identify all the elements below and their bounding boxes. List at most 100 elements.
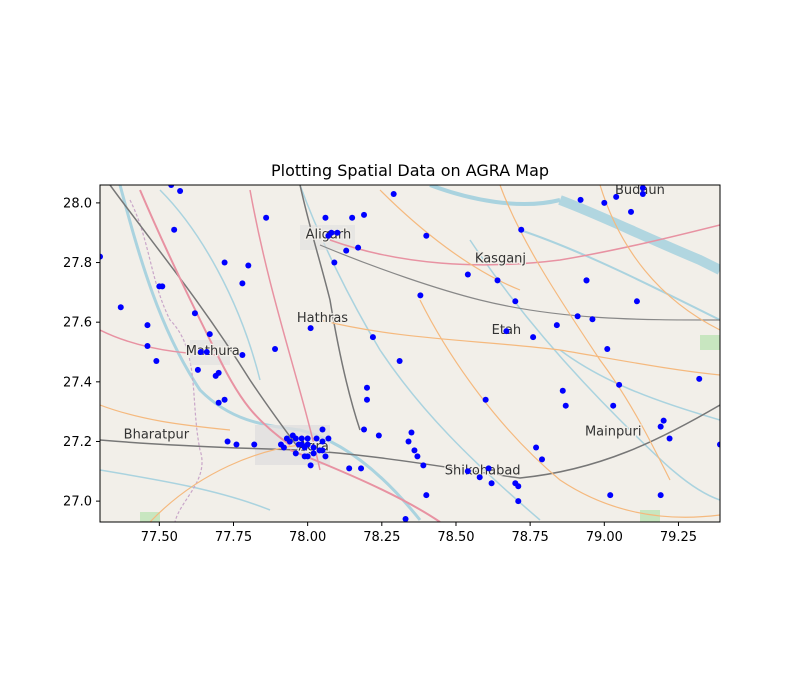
data-point (361, 211, 368, 218)
data-point (292, 435, 299, 442)
data-point (144, 343, 151, 350)
x-tick-label: 78.00 (289, 530, 326, 545)
data-point (423, 492, 430, 499)
data-point (194, 366, 201, 373)
data-point (313, 435, 320, 442)
y-tick-label: 27.6 (63, 316, 92, 331)
data-point (251, 441, 258, 448)
data-point (533, 444, 540, 451)
data-point (239, 351, 246, 358)
x-tick-label: 77.50 (141, 530, 178, 545)
data-point (512, 298, 519, 305)
data-point (696, 375, 703, 382)
chart-title: Plotting Spatial Data on AGRA Map (271, 161, 549, 180)
data-point (482, 396, 489, 403)
data-point (307, 462, 314, 469)
data-point (153, 357, 160, 364)
data-point (310, 450, 317, 457)
data-point (292, 450, 299, 457)
data-point (396, 357, 403, 364)
data-point (304, 453, 311, 460)
x-tick-label: 79.25 (660, 530, 697, 545)
y-tick-label: 27.0 (63, 495, 92, 510)
data-point (304, 441, 311, 448)
data-point (239, 280, 246, 287)
data-point (197, 349, 204, 356)
data-point (343, 247, 350, 254)
place-label: Budaun (615, 183, 665, 198)
y-tick-label: 27.2 (63, 435, 92, 450)
data-point (319, 426, 326, 433)
data-point (358, 465, 365, 472)
data-point (221, 259, 228, 266)
data-point (355, 244, 362, 251)
data-point (263, 214, 270, 221)
data-point (322, 214, 329, 221)
data-point (628, 208, 635, 215)
data-point (518, 226, 525, 233)
data-point (405, 438, 412, 445)
data-point (177, 187, 184, 194)
data-point (304, 435, 311, 442)
data-point (159, 283, 166, 290)
place-label: Kasganj (475, 252, 526, 267)
data-point (346, 465, 353, 472)
data-point (577, 196, 584, 203)
data-point (476, 474, 483, 481)
data-point (221, 396, 228, 403)
y-tick-label: 28.0 (63, 196, 92, 211)
data-point (657, 492, 664, 499)
data-point (363, 384, 370, 391)
data-point (657, 423, 664, 430)
data-point (553, 322, 560, 329)
data-point (369, 334, 376, 341)
data-point (604, 346, 611, 353)
data-point (423, 232, 430, 239)
data-point (414, 453, 421, 460)
data-point (328, 229, 335, 236)
y-tick-label: 27.8 (63, 256, 92, 271)
data-point (633, 298, 640, 305)
data-point (408, 429, 415, 436)
data-point (589, 316, 596, 323)
data-point (334, 229, 341, 236)
data-point (616, 381, 623, 388)
y-axis: 27.0 27.2 27.4 27.6 27.8 28.0 (63, 196, 100, 510)
data-point (530, 334, 537, 341)
data-point (464, 271, 471, 278)
data-point (390, 190, 397, 197)
data-point (574, 313, 581, 320)
x-tick-label: 79.00 (586, 530, 623, 545)
data-point (349, 214, 356, 221)
place-label: Mainpuri (585, 425, 641, 440)
data-point (298, 435, 305, 442)
data-point (117, 304, 124, 311)
data-point (325, 435, 332, 442)
data-point (562, 402, 569, 409)
data-point (215, 399, 222, 406)
place-label: Hathras (297, 311, 348, 326)
data-point (601, 199, 608, 206)
data-point (375, 432, 382, 439)
data-point (613, 193, 620, 200)
place-label: Bharatpur (124, 427, 190, 442)
x-tick-label: 78.50 (437, 530, 474, 545)
data-point (233, 441, 240, 448)
data-point (307, 325, 314, 332)
data-point (168, 185, 175, 188)
data-point (559, 387, 566, 394)
data-point (171, 226, 178, 233)
data-point (144, 322, 151, 329)
data-point (322, 453, 329, 460)
data-point (363, 396, 370, 403)
data-point (464, 468, 471, 475)
data-point (717, 441, 720, 448)
data-point (411, 447, 418, 454)
data-point (660, 417, 667, 424)
data-point (494, 277, 501, 284)
data-point (515, 483, 522, 490)
data-point (319, 438, 326, 445)
data-point (215, 369, 222, 376)
data-point (206, 331, 213, 338)
